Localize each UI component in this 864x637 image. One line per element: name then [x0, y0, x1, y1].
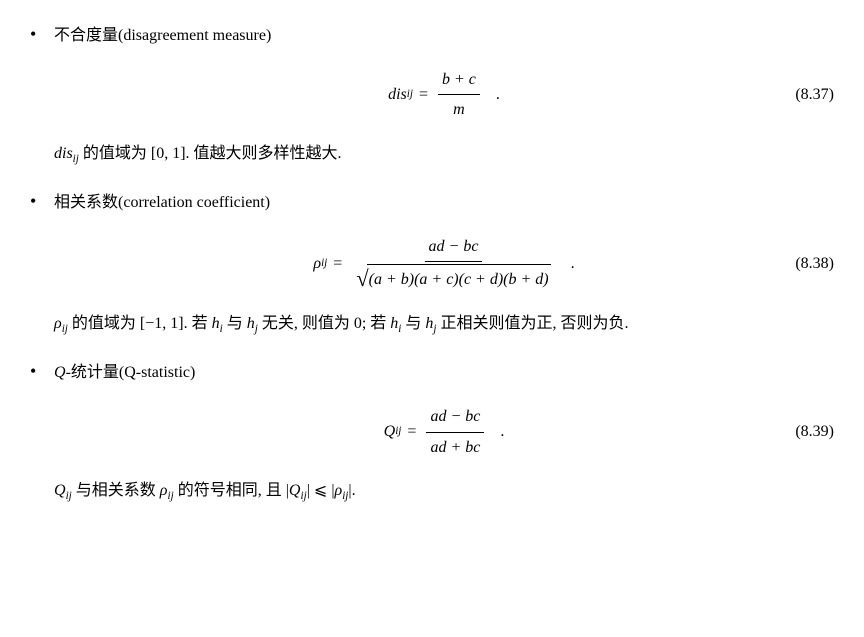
desc-t3: 的符号相同, 且 |: [174, 482, 289, 499]
item-correlation: • 相关系数(correlation coefficient) ρij = ad…: [30, 187, 834, 339]
equation-row: ρij = ad − bc √ (a + b)(a + c)(c + d)(b …: [30, 234, 834, 293]
desc-text: 的值域为 [0, 1]. 值越大则多样性越大.: [79, 145, 342, 162]
bullet-icon: •: [30, 357, 54, 386]
description: Qij 与相关系数 ρij 的符号相同, 且 |Qij| ⩽ |ρij|.: [30, 478, 834, 506]
heading-row: • 不合度量(disagreement measure): [30, 20, 834, 49]
equals-sign: =: [333, 251, 342, 277]
desc-hi: h: [212, 315, 220, 332]
heading-row: • 相关系数(correlation coefficient): [30, 187, 834, 216]
desc-t3: 与: [223, 315, 247, 332]
numerator: b + c: [438, 67, 480, 96]
eq-period: .: [496, 82, 500, 108]
equation: Qij = ad − bc ad + bc .: [114, 404, 774, 460]
fraction: b + c m: [438, 67, 480, 123]
desc-var: dis: [54, 145, 73, 162]
eq-lhs-sub: ij: [407, 86, 413, 104]
eq-number: (8.37): [774, 82, 834, 108]
item-disagreement: • 不合度量(disagreement measure) disij = b +…: [30, 20, 834, 169]
sqrt-symbol: √: [356, 268, 368, 297]
heading-cn: 不合度量: [54, 27, 118, 44]
heading-text: 不合度量(disagreement measure): [54, 23, 271, 49]
bullet-icon: •: [30, 20, 54, 49]
eq-period: .: [500, 419, 504, 445]
desc-t5: 与: [401, 315, 425, 332]
desc-t2: 与相关系数: [72, 482, 160, 499]
numerator: ad − bc: [425, 234, 483, 263]
eq-period: .: [571, 251, 575, 277]
desc-t2: 的值域为 [−1, 1]. 若: [68, 315, 212, 332]
desc-t6: 正相关则值为正, 否则为负.: [437, 315, 629, 332]
desc-q2: Q: [289, 482, 301, 499]
equation: ρij = ad − bc √ (a + b)(a + c)(c + d)(b …: [114, 234, 774, 293]
heading-en: -statistic): [136, 364, 196, 381]
equals-sign: =: [407, 419, 416, 445]
eq-lhs-sub: ij: [395, 423, 401, 441]
eq-lhs: dis: [388, 82, 407, 108]
desc-rho: ρ: [54, 315, 62, 332]
fraction: ad − bc ad + bc: [426, 404, 484, 460]
eq-lhs-sub: ij: [321, 255, 327, 273]
numerator: ad − bc: [426, 404, 484, 433]
heading-en-open: (Q: [119, 364, 136, 381]
denominator: √ (a + b)(a + c)(c + d)(b + d): [352, 262, 554, 293]
heading-cn: -统计量: [66, 364, 119, 381]
eq-lhs: ρ: [313, 251, 321, 277]
eq-number: (8.39): [774, 419, 834, 445]
fraction: ad − bc √ (a + b)(a + c)(c + d)(b + d): [352, 234, 554, 293]
description: ρij 的值域为 [−1, 1]. 若 hi 与 hj 无关, 则值为 0; 若…: [30, 311, 834, 339]
heading-text: 相关系数(correlation coefficient): [54, 190, 270, 216]
desc-t5: |.: [348, 482, 355, 499]
description: disij 的值域为 [0, 1]. 值越大则多样性越大.: [30, 141, 834, 169]
heading-row: • Q-统计量(Q-statistic): [30, 357, 834, 386]
equation-row: Qij = ad − bc ad + bc . (8.39): [30, 404, 834, 460]
sqrt-body: (a + b)(a + c)(c + d)(b + d): [367, 264, 551, 293]
desc-t4: | ⩽ |: [307, 482, 335, 499]
bullet-icon: •: [30, 187, 54, 216]
equation: disij = b + c m .: [114, 67, 774, 123]
desc-hj: h: [247, 315, 255, 332]
heading-text: Q-统计量(Q-statistic): [54, 360, 195, 386]
denominator: m: [449, 95, 469, 123]
equation-row: disij = b + c m . (8.37): [30, 67, 834, 123]
denominator: ad + bc: [426, 433, 484, 461]
sqrt: √ (a + b)(a + c)(c + d)(b + d): [356, 264, 550, 293]
desc-t4: 无关, 则值为 0; 若: [258, 315, 390, 332]
eq-number: (8.38): [774, 251, 834, 277]
heading-cn: 相关系数: [54, 194, 118, 211]
heading-en: (disagreement measure): [118, 27, 271, 44]
item-qstatistic: • Q-统计量(Q-statistic) Qij = ad − bc ad + …: [30, 357, 834, 506]
equals-sign: =: [419, 82, 428, 108]
desc-q: Q: [54, 482, 66, 499]
heading-en: (correlation coefficient): [118, 194, 270, 211]
heading-q: Q: [54, 364, 66, 381]
eq-lhs: Q: [384, 419, 396, 445]
